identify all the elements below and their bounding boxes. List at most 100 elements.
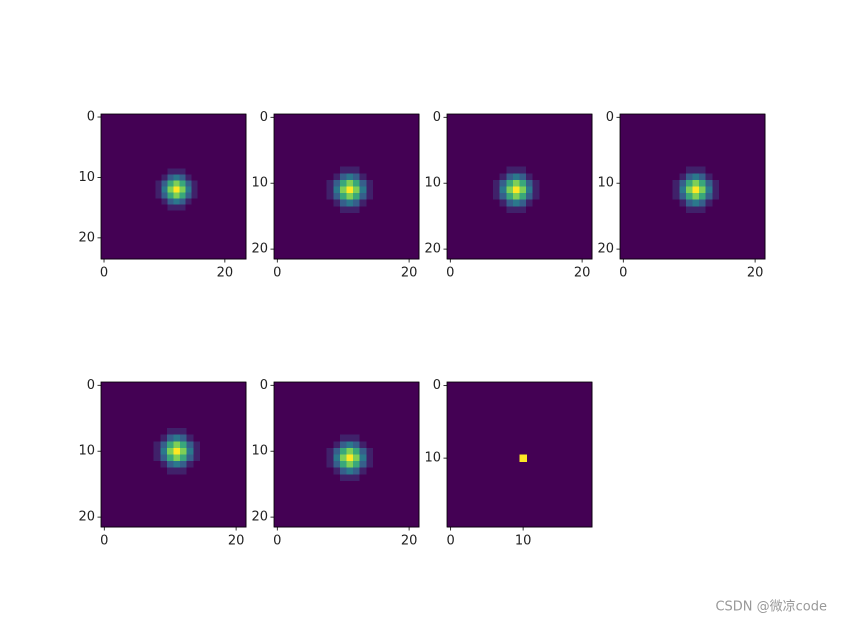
pixel [545,232,553,240]
pixel [666,252,674,260]
pixel [392,245,400,253]
pixel [359,395,367,403]
pixel [239,467,247,475]
pixel [359,520,367,528]
pixel [300,467,308,475]
pixel [386,395,393,403]
pixel [313,127,321,135]
y-tick-label: 10 [251,444,268,459]
pixel [133,441,141,449]
pixel [173,138,180,145]
pixel [300,480,308,488]
pixel [107,454,115,462]
pixel [313,428,321,436]
pixel [120,513,128,521]
pixel [306,193,314,200]
pixel [346,388,354,396]
pixel [333,133,341,141]
pixel [505,440,513,448]
pixel [732,153,739,161]
pixel [339,133,347,141]
pixel [101,474,108,482]
pixel [483,454,491,463]
pixel [320,461,328,468]
pixel [584,396,593,405]
pixel [107,461,115,468]
pixel [565,160,573,168]
pixel [203,246,211,254]
pixel [379,401,387,409]
pixel [160,388,168,396]
pixel [333,447,341,455]
pixel [751,120,759,128]
pixel [699,127,706,135]
pixel [399,166,407,174]
pixel [140,401,148,409]
pixel [120,434,128,442]
pixel [346,245,354,253]
pixel [153,401,161,409]
pixel [652,120,660,128]
pixel [113,126,120,133]
pixel [153,461,161,468]
pixel [405,193,413,200]
pixel [346,434,354,442]
pixel [199,507,207,515]
pixel [300,252,308,260]
pixel [712,114,720,121]
pixel [473,114,481,121]
pixel [490,469,499,477]
pixel [366,520,374,528]
pixel [468,382,477,390]
pixel [541,490,549,499]
pixel [486,206,494,214]
pixel [313,414,321,422]
pixel [131,204,138,211]
pixel [120,487,128,495]
pixel [486,166,494,174]
pixel [213,513,220,521]
pixel [306,428,314,436]
pixel [565,252,573,260]
pixel [548,476,557,484]
pixel [399,428,407,436]
pixel [101,461,108,468]
pixel [101,500,108,508]
pixel [140,441,148,449]
pixel [679,212,687,220]
pixel [519,133,527,141]
pixel [519,440,528,448]
pixel [725,219,733,227]
pixel [685,226,693,233]
pixel [227,210,235,218]
pixel [143,210,150,218]
pixel [466,127,474,135]
pixel [392,232,400,240]
pixel [699,212,706,220]
pixel [227,198,235,205]
pixel [572,179,580,187]
pixel [490,461,499,470]
pixel [512,512,520,521]
pixel [705,133,713,141]
pixel [705,166,713,174]
pixel [379,133,387,141]
pixel [213,447,220,455]
pixel [127,401,135,409]
pixel [359,408,367,416]
pixel [718,153,726,161]
pixel [405,252,413,260]
pixel [646,140,654,148]
pixel [227,132,235,139]
pixel [137,204,144,211]
pixel [199,408,207,416]
pixel [221,246,229,254]
pixel [233,228,241,236]
pixel [359,382,367,389]
pixel [101,168,108,175]
pixel [280,408,288,416]
pixel [620,206,627,214]
pixel [120,507,128,515]
pixel [486,114,494,121]
pixel [699,133,706,141]
